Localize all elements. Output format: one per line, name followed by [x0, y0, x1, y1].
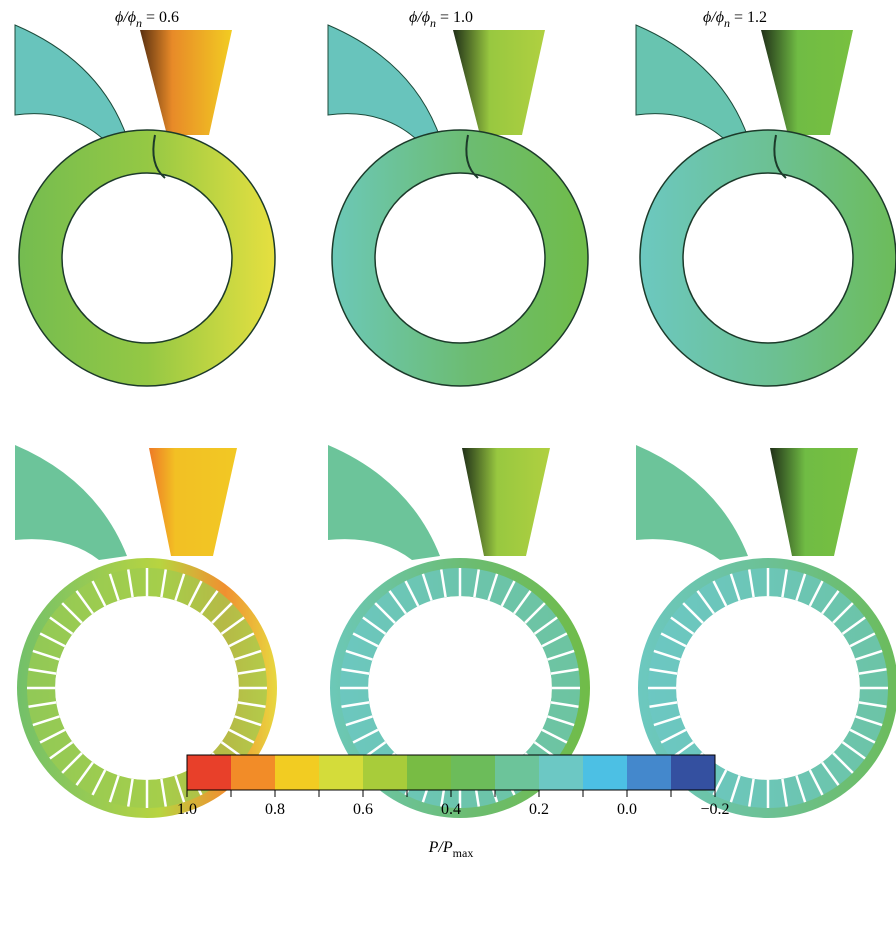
outlet [453, 30, 545, 135]
inlet [328, 25, 438, 138]
colorbar-bin [231, 755, 276, 790]
inlet [636, 25, 746, 138]
colorbar-bin [583, 755, 628, 790]
panel-title-rest: = 1.0 [436, 9, 473, 26]
panel-title-main: ϕ/ϕ [115, 9, 136, 26]
volute [332, 130, 588, 386]
colorbar-bin [363, 755, 408, 790]
outlet [149, 448, 237, 556]
panel-title: ϕ/ϕn = 1.2 [703, 9, 767, 30]
inlet [15, 25, 125, 138]
colorbar-tick-label: 0.0 [617, 801, 637, 818]
colorbar-tick-label: −0.2 [700, 801, 729, 818]
colorbar-bin [187, 755, 232, 790]
panel-title-rest: = 1.2 [730, 9, 767, 26]
panel-title: ϕ/ϕn = 0.6 [115, 9, 179, 30]
colorbar-bin [407, 755, 452, 790]
outlet [462, 448, 550, 556]
inlet [328, 445, 440, 560]
volute [640, 130, 896, 386]
panel-title-rest: = 0.6 [142, 9, 179, 26]
colorbar-label-sub: max [453, 846, 474, 860]
colorbar-bin [319, 755, 364, 790]
panel-title: ϕ/ϕn = 1.0 [409, 9, 473, 30]
outlet [761, 30, 853, 135]
figure: ϕ/ϕn = 0.6 ϕ/ϕn = 1.0 ϕ/ϕn = 1.2 1.0 0.8 0.6 0… [0, 0, 896, 949]
colorbar-bin [451, 755, 496, 790]
inlet [15, 445, 127, 560]
colorbar-tick-label: 0.8 [265, 801, 285, 818]
outlet [140, 30, 232, 135]
colorbar-bin [539, 755, 584, 790]
colorbar-tick-label: 0.4 [441, 801, 461, 818]
panel-title-main: ϕ/ϕ [703, 9, 724, 26]
colorbar-label-main: P/P [428, 839, 453, 856]
colorbar-bin [275, 755, 320, 790]
colorbar-bin [627, 755, 672, 790]
colorbar-tick-label: 1.0 [177, 801, 197, 818]
colorbar-tick-label: 0.2 [529, 801, 549, 818]
inlet [636, 445, 748, 560]
panel-title-main: ϕ/ϕ [409, 9, 430, 26]
colorbar-bin [495, 755, 540, 790]
colorbar-bin [671, 755, 716, 790]
colorbar-label: P/Pmax [428, 839, 474, 860]
outlet [770, 448, 858, 556]
volute [19, 130, 275, 386]
colorbar-tick-label: 0.6 [353, 801, 373, 818]
